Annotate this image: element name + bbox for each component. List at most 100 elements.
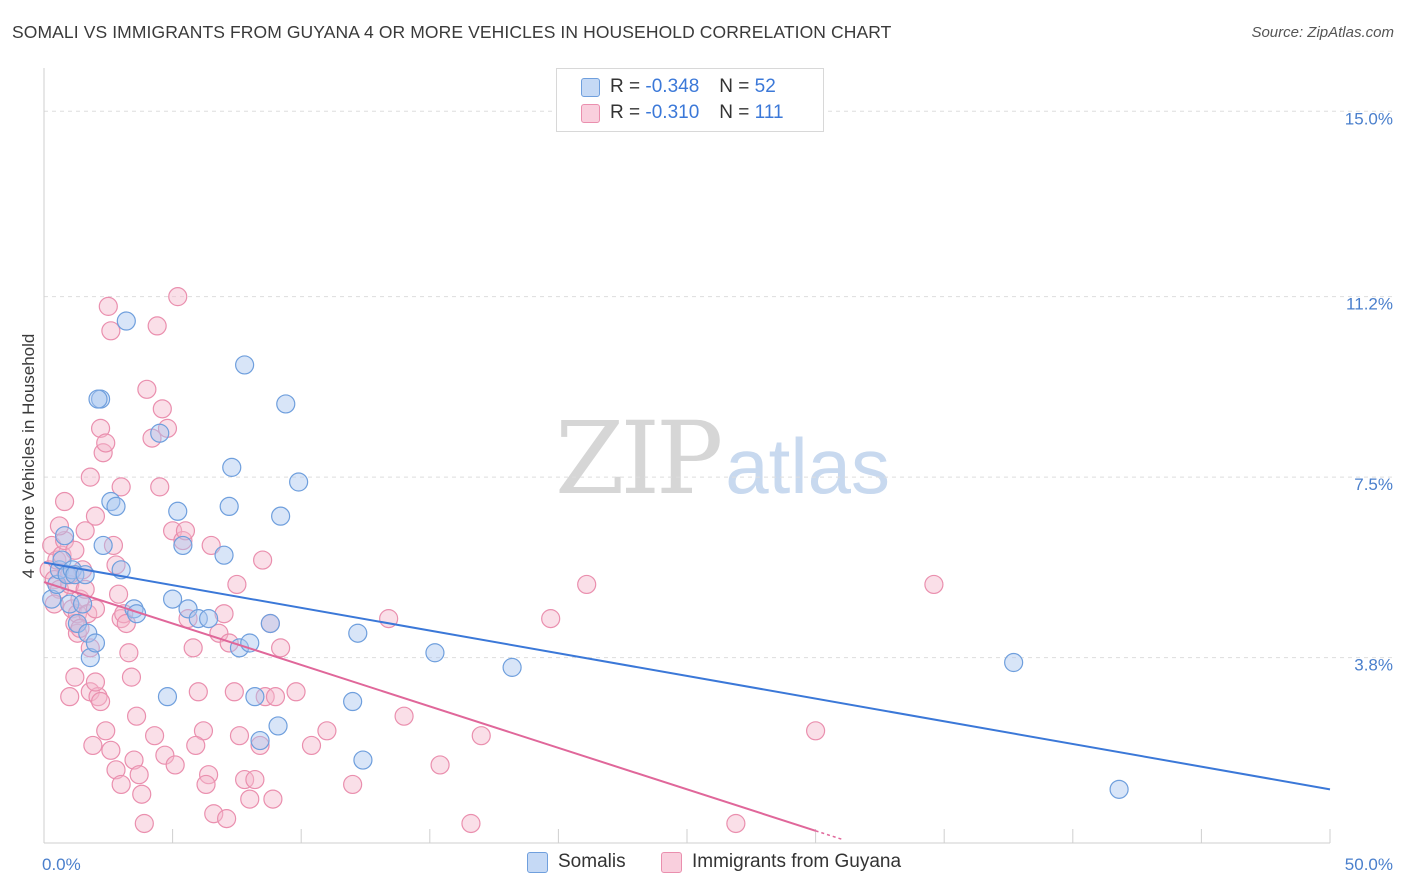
y-tick-label: 7.5%	[1354, 475, 1393, 494]
somali-point	[157, 687, 178, 707]
guyana-point	[60, 687, 80, 707]
somali-point	[150, 423, 170, 443]
x-tick-label: 50.0%	[1345, 855, 1393, 874]
somali-point	[116, 311, 136, 331]
guyana-point	[150, 477, 170, 497]
guyana-point	[90, 418, 111, 438]
guyana-trend-extension	[815, 830, 842, 840]
somali-point	[163, 589, 183, 609]
guyana-point	[253, 550, 273, 570]
guyana-point	[85, 506, 106, 526]
somali-point	[72, 594, 93, 614]
somali-point	[502, 657, 522, 677]
guyana-point	[235, 769, 255, 790]
somali-point	[271, 506, 291, 526]
guyana-point	[726, 813, 746, 834]
guyana-trend-line	[43, 581, 816, 832]
guyana-point	[152, 399, 172, 419]
guyana-point	[75, 521, 95, 541]
somali-point	[425, 643, 445, 663]
somali-point	[67, 613, 88, 634]
somali-point	[348, 623, 368, 643]
somali-trend-line	[43, 561, 1331, 791]
legend-row-somali: R = -0.348 N = 52	[581, 74, 776, 100]
y-tick-labels: 3.8% 7.5% 11.2% 15.0%	[1345, 109, 1393, 674]
guyana-point	[111, 774, 131, 795]
guyana-n-label: N =	[719, 102, 750, 123]
guyana-point	[250, 735, 270, 756]
guyana-point	[121, 667, 142, 687]
guyana-point	[147, 316, 167, 336]
somali-point	[78, 623, 98, 643]
x-tick-label: 0.0%	[42, 855, 81, 874]
guyana-point	[301, 735, 322, 756]
somali-point	[222, 457, 242, 477]
y-tick-label: 3.8%	[1354, 656, 1393, 675]
y-tick-label: 11.2%	[1346, 295, 1393, 314]
somali-point	[88, 389, 108, 409]
guyana-point	[67, 604, 88, 624]
guyana-point	[124, 750, 144, 770]
guyana-point	[805, 721, 826, 741]
legend-somali-label: Somalis	[558, 851, 626, 872]
somali-point	[42, 589, 62, 609]
x-tick-labels: 0.0% 50.0%	[42, 855, 1393, 874]
guyana-point	[101, 321, 121, 341]
somali-point	[199, 609, 219, 629]
somali-point	[235, 355, 255, 375]
guyana-point	[111, 477, 131, 497]
guyana-point	[144, 726, 165, 746]
somali-n-value: 52	[754, 76, 776, 97]
guyana-point	[137, 379, 157, 399]
guyana-point	[255, 687, 275, 707]
somali-point	[85, 633, 106, 653]
legend-guyana-swatch	[661, 851, 682, 873]
guyana-point	[165, 755, 185, 775]
somali-swatch	[581, 77, 600, 97]
guyana-point	[108, 584, 129, 604]
guyana-point	[541, 609, 561, 629]
guyana-point	[229, 726, 250, 746]
legend-item-guyana: Immigrants from Guyana	[661, 851, 901, 873]
guyana-point	[240, 789, 260, 809]
legend-item-somalis: Somalis	[527, 851, 626, 873]
watermark: ZIPatlas	[555, 400, 890, 517]
guyana-point	[394, 706, 414, 726]
somali-point	[289, 472, 309, 492]
somali-n-label: N =	[719, 76, 750, 97]
guyana-point	[129, 765, 149, 785]
guyana-point	[52, 545, 72, 565]
somali-point	[80, 648, 100, 668]
guyana-point	[924, 574, 944, 595]
guyana-point	[132, 784, 152, 804]
somali-r-label: R =	[610, 76, 641, 97]
guyana-point	[317, 721, 337, 741]
guyana-point	[461, 813, 481, 834]
somali-point	[1004, 652, 1024, 673]
guyana-point	[201, 535, 221, 556]
guyana-point	[188, 682, 208, 702]
guyana-point	[204, 804, 224, 824]
guyana-point	[430, 755, 450, 775]
guyana-point	[54, 530, 75, 551]
y-axis-label: 4 or more Vehicles in Household	[19, 334, 38, 579]
guyana-point	[54, 491, 75, 512]
guyana-point	[119, 643, 139, 663]
chart-title: SOMALI VS IMMIGRANTS FROM GUYANA 4 OR MO…	[12, 22, 892, 42]
somali-points	[42, 311, 1129, 799]
guyana-point	[90, 691, 111, 712]
somali-point	[276, 394, 296, 414]
guyana-point	[471, 726, 491, 746]
series-legend: Somalis Immigrants from Guyana	[0, 851, 1406, 879]
y-tick-label: 15.0%	[1345, 109, 1393, 128]
somali-point	[173, 535, 193, 556]
guyana-point	[101, 740, 121, 760]
guyana-n-value: 111	[754, 102, 784, 123]
stats-legend: R = -0.348 N = 52 R = -0.310 N = 111	[556, 68, 824, 132]
guyana-point	[96, 721, 116, 741]
guyana-point	[49, 516, 70, 536]
guyana-point	[126, 706, 147, 726]
somali-point	[188, 609, 208, 629]
guyana-point	[224, 682, 244, 702]
